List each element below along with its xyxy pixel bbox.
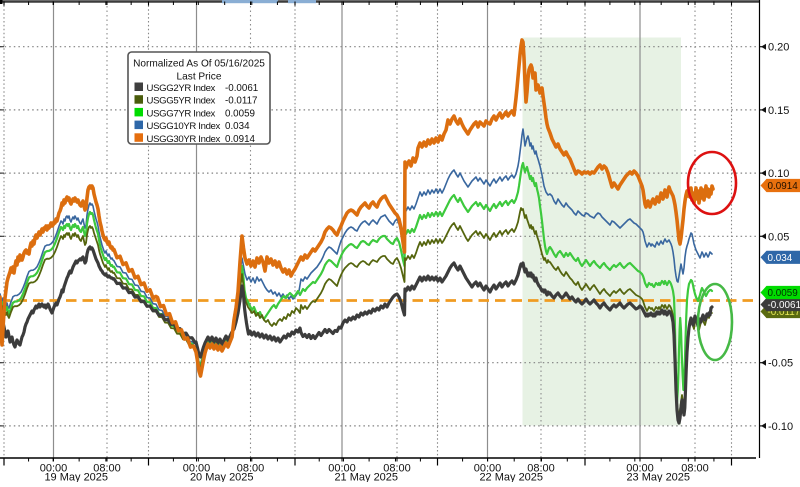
svg-text:-0.10: -0.10: [768, 421, 793, 433]
svg-text:-0.05: -0.05: [768, 358, 793, 370]
svg-text:23 May 2025: 23 May 2025: [626, 472, 690, 483]
svg-text:0.05: 0.05: [768, 231, 789, 243]
svg-text:0.034: 0.034: [225, 121, 250, 132]
svg-text:-0.0061: -0.0061: [225, 83, 258, 94]
svg-text:0.10: 0.10: [768, 168, 789, 180]
svg-text:0.20: 0.20: [768, 42, 789, 54]
svg-text:19 May 2025: 19 May 2025: [44, 472, 108, 483]
svg-text:USGG30YR Index: USGG30YR Index: [147, 134, 221, 145]
svg-text:USGG5YR Index: USGG5YR Index: [147, 96, 216, 107]
svg-text:20 May 2025: 20 May 2025: [190, 472, 254, 483]
svg-text:22 May 2025: 22 May 2025: [479, 472, 543, 483]
svg-text:Last Price: Last Price: [177, 72, 222, 83]
svg-text:0.0059: 0.0059: [768, 288, 799, 299]
svg-text:-0.0117: -0.0117: [225, 96, 258, 107]
svg-text:Normalized As Of 05/16/2025: Normalized As Of 05/16/2025: [133, 59, 265, 70]
svg-text:-0.0061: -0.0061: [768, 300, 800, 311]
svg-text:USGG10YR Index: USGG10YR Index: [147, 121, 221, 132]
svg-text:0.15: 0.15: [768, 105, 789, 117]
svg-text:0.0059: 0.0059: [225, 108, 255, 119]
svg-text:USGG7YR Index: USGG7YR Index: [147, 108, 216, 119]
svg-text:21 May 2025: 21 May 2025: [334, 472, 398, 483]
svg-text:0.0914: 0.0914: [225, 134, 256, 145]
svg-text:0.0914: 0.0914: [768, 181, 799, 192]
svg-text:0.034: 0.034: [768, 253, 793, 264]
svg-text:USGG2YR Index: USGG2YR Index: [147, 83, 216, 94]
